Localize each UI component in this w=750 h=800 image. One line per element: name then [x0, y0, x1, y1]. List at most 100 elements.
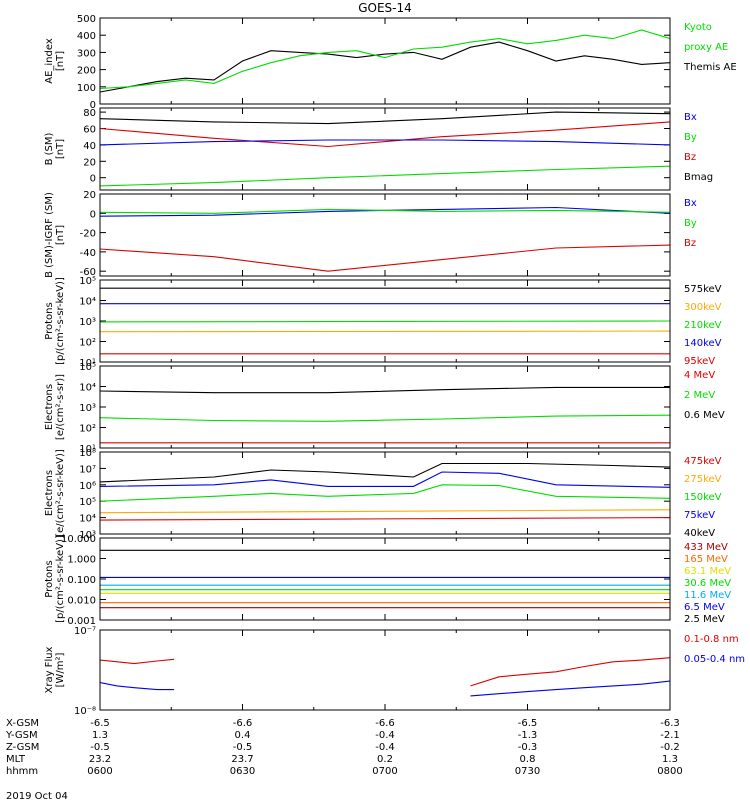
y-tick-label: -20: [80, 229, 96, 240]
y-axis-label: B (SM)-IGRF (SM): [44, 192, 55, 278]
panel-electrons2: 10³ 10⁴ 10⁵ 10⁶ 10⁷ 10⁸ Electrons [e/(cm²-s-sr-…: [44, 448, 722, 541]
x-row-value: -0.4: [375, 742, 395, 753]
y-tick-label: 0: [90, 100, 96, 111]
y-axis-label: [nT]: [55, 225, 66, 245]
x-row-label: Y-GSM: [5, 730, 38, 741]
panel-frame: [99, 107, 671, 191]
x-row-value: -6.3: [660, 718, 680, 729]
x-row-value: -6.5: [518, 718, 538, 729]
y-tick-label: 10²: [79, 338, 96, 349]
y-axis-label: Xray Flux: [44, 646, 55, 693]
legend-entry: Bz: [684, 152, 696, 163]
legend-entry: 2.5 MeV: [684, 614, 725, 625]
legend-entry: 0.1-0.8 nm: [684, 634, 739, 645]
panel-protons1: 10¹ 10² 10³ 10⁴ 10⁵ Protons [p/(cm²-s-sr-keV)]…: [44, 276, 722, 369]
x-row-value: -0.2: [660, 742, 680, 753]
panel-frame: [99, 279, 671, 363]
x-row-value: -0.4: [375, 730, 395, 741]
panel-frame: [99, 537, 671, 621]
y-tick-label: 10⁴: [79, 514, 96, 525]
x-axis-footer: X-GSM -6.5 -6.6 -6.6 -6.5 -6.3 Y-GSM 1.3 0.4 -0.4…: [5, 718, 683, 777]
y-axis-label: Electrons: [44, 384, 55, 430]
y-tick-label: 100: [77, 83, 96, 94]
y-tick-label: 10⁵: [79, 276, 96, 287]
y-tick-label: 40: [83, 141, 96, 152]
series-0-05-0-4-nm: [100, 682, 175, 691]
x-row-value: -1.3: [518, 730, 538, 741]
series-group: [100, 462, 670, 521]
legend-entry: 6.5 MeV: [684, 602, 725, 613]
y-tick-label: 20: [83, 157, 96, 168]
series-by: [100, 208, 670, 214]
y-tick-label: 10¹: [79, 358, 96, 369]
panel-xray: 10⁻⁸ 10⁻⁷ Xray Flux [W/m²] 0.1-0.8 nm 0.05-0.…: [44, 626, 745, 717]
series-300kev: [100, 330, 670, 333]
y-axis-label: AE_index: [44, 38, 55, 84]
x-row-value: -0.3: [518, 742, 538, 753]
legend-entry: 0.05-0.4 nm: [684, 654, 745, 665]
y-tick-label: 10⁷: [79, 464, 96, 475]
x-row-value: -2.1: [660, 730, 680, 741]
panel-frame: [99, 193, 671, 277]
series-40kev: [100, 462, 670, 483]
series-themis-ae: [100, 41, 670, 93]
y-axis-label: [p/(cm²-s-sr-keV)]: [55, 535, 66, 623]
legend-entry: Themis AE: [683, 62, 737, 73]
y-tick-label: 10⁴: [79, 297, 96, 308]
series-by: [100, 165, 670, 187]
y-axis-label: B (SM): [44, 132, 55, 165]
y-tick-label: 0.001: [67, 616, 96, 627]
y-tick-label: 10⁸: [79, 448, 96, 459]
plot-title: GOES-14: [358, 1, 412, 15]
legend-entry: 75keV: [684, 510, 715, 521]
y-tick-label: 10²: [79, 424, 96, 435]
series-2-mev: [100, 414, 670, 422]
x-row-label: X-GSM: [6, 718, 39, 729]
legend-entry: By: [684, 132, 697, 143]
x-row-value: 1.3: [662, 754, 678, 765]
legend-entry: 275keV: [684, 474, 722, 485]
y-tick-label: 0: [90, 174, 96, 185]
series-bx: [100, 206, 670, 217]
y-tick-label: 0.010: [67, 596, 96, 607]
y-tick-label: 500: [77, 14, 96, 25]
x-row-value: -0.5: [90, 742, 110, 753]
y-tick-label: 80: [83, 108, 96, 119]
y-tick-label: 0.100: [67, 575, 96, 586]
series-group: [100, 549, 670, 609]
y-tick-label: 20: [83, 190, 96, 201]
panel-protons2: 0.001 0.010 0.100 1.000 10.000 Protons [p/(cm²…: [44, 534, 731, 627]
y-axis-label: [nT]: [55, 139, 66, 159]
series-75kev: [100, 471, 670, 488]
x-row-label: hhmm: [6, 766, 38, 777]
series-0-1-0-8-nm: [100, 658, 175, 665]
legend-entry: 11.6 MeV: [684, 590, 731, 601]
x-row-value: -6.6: [375, 718, 395, 729]
x-row-value: 1.3: [92, 730, 108, 741]
legend-entry: 2 MeV: [684, 390, 715, 401]
legend-entry: 140keV: [684, 338, 722, 349]
panel-frame: [99, 17, 671, 105]
y-tick-label: 10³: [79, 317, 96, 328]
x-row-value: 23.7: [231, 754, 253, 765]
x-row-value: 0600: [87, 766, 112, 777]
y-tick-label: 10⁴: [79, 383, 96, 394]
x-row-value: 0.4: [235, 730, 251, 741]
panel-frame: [99, 451, 671, 535]
y-axis-label: [e/(cm²-s-sr-keV)]: [55, 449, 66, 537]
date-label: 2019 Oct 04: [6, 791, 68, 800]
y-axis-label: [p/(cm²-s-sr-keV)]: [55, 277, 66, 365]
series-0-05-0-4-nm: [470, 680, 670, 697]
series-group: [100, 29, 670, 93]
series-bx: [100, 139, 670, 146]
y-tick-label: 10⁵: [79, 497, 96, 508]
panel-ae: 0 100 200 300 400 500 AE_index [nT] Kyoto proxy A…: [44, 14, 737, 111]
legend-entry: 433 MeV: [684, 542, 728, 553]
x-row-value: 23.2: [89, 754, 111, 765]
legend-entry: By: [684, 218, 697, 229]
panel-bsm: 0 20 40 60 80 B (SM) [nT] Bx By Bz Bmag: [44, 107, 713, 191]
x-row-label: MLT: [6, 754, 26, 765]
legend-entry: 210keV: [684, 320, 722, 331]
